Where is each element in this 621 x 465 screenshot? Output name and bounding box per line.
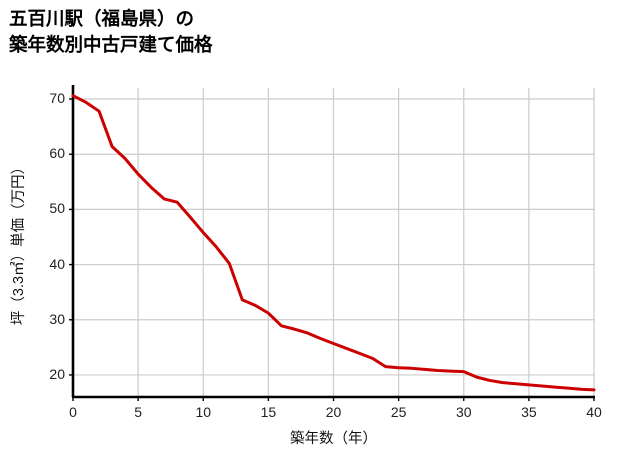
x-tick-label: 40 [586,404,602,420]
axis-ticks [69,98,595,401]
y-tick-label: 20 [49,365,65,382]
x-tick-label: 20 [325,404,342,420]
data-series-line [71,94,596,392]
gridlines [73,88,595,397]
x-tick-label: 25 [390,404,407,420]
y-tick-label: 40 [49,255,65,272]
x-tick-label: 0 [69,404,77,420]
x-tick-label: 5 [134,404,143,420]
x-tick-label: 10 [195,404,212,420]
x-axis-label: 築年数（年） [73,427,594,448]
x-tick-label: 15 [260,404,277,420]
y-tick-label: 50 [49,200,65,217]
y-tick-label: 30 [49,310,65,327]
x-tick-label: 30 [455,404,472,420]
x-tick-label: 35 [521,404,537,420]
page-title: 五百川駅（福島県）の 築年数別中古戸建て価格 [9,8,213,56]
x-axis-label-text: 築年数（年） [290,431,377,447]
y-tick-label: 70 [49,90,65,107]
y-tick-label: 60 [49,145,65,162]
